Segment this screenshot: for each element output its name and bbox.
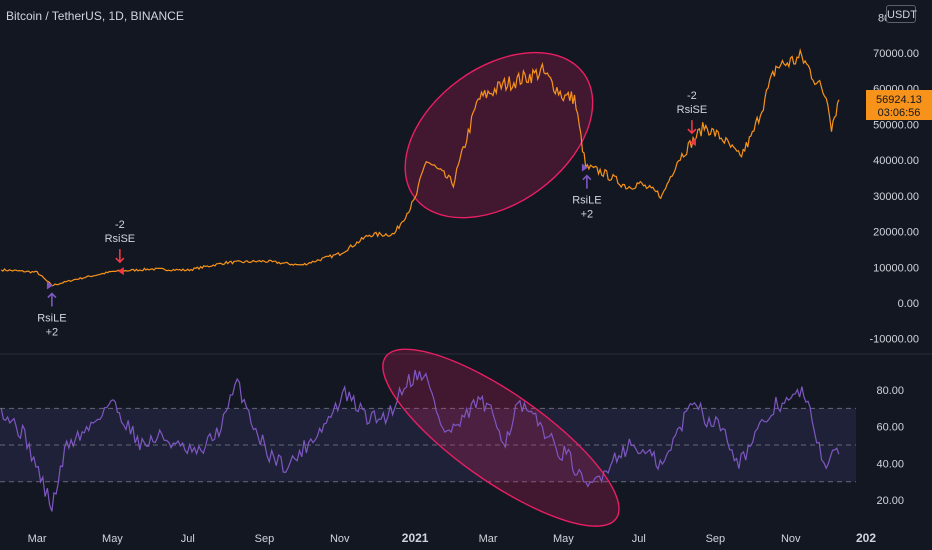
signal-flag — [46, 281, 53, 290]
rsi-tick-label: 60.00 — [876, 422, 904, 434]
signal-flag — [117, 267, 124, 276]
time-tick-label: 2021 — [402, 531, 429, 545]
currency-button[interactable]: USDT — [886, 5, 917, 23]
price-tick-label: 10000.00 — [873, 262, 919, 274]
signal-label: RsiSE — [105, 233, 136, 245]
price-tick-label: 20000.00 — [873, 227, 919, 239]
rsi-line — [0, 369, 840, 512]
price-tick-label: 0.00 — [898, 298, 919, 310]
rsi-tick-label: 20.00 — [876, 495, 904, 507]
signal-qty: +2 — [581, 209, 594, 221]
time-tick-label: Mar — [28, 533, 47, 545]
time-tick-label: May — [553, 533, 574, 545]
time-tick-label: Jul — [632, 533, 646, 545]
signal-arrow-down — [115, 249, 125, 264]
signal-label: RsiSE — [677, 104, 708, 116]
last-price-label: 56924.13 03:06:56 — [866, 90, 932, 120]
last-price-value: 56924.13 — [876, 94, 922, 106]
signal-arrow-down — [687, 120, 697, 135]
price-tick-label: -10000.00 — [869, 334, 919, 346]
price-line — [0, 48, 840, 287]
time-tick-label: Mar — [479, 533, 498, 545]
time-tick-label: Jul — [181, 533, 195, 545]
time-tick-label: Sep — [255, 533, 275, 545]
rsi-pane[interactable] — [0, 321, 856, 550]
signal-label: RsiLE — [572, 195, 601, 207]
rsi-axis[interactable]: 20.00 40.00 60.00 80.00 — [876, 385, 904, 507]
signal-flag — [581, 163, 588, 172]
price-tick-label: 40000.00 — [873, 155, 919, 167]
signal-arrow-up — [582, 174, 592, 189]
time-tick-label: Nov — [330, 533, 350, 545]
signal-markers: RsiLE +2 -2 RsiSE RsiLE +2 -2 RsiSE — [37, 90, 707, 338]
price-tick-label: 70000.00 — [873, 48, 919, 60]
time-tick-label: May — [102, 533, 123, 545]
time-axis[interactable]: Mar May Jul Sep Nov 2021 Mar May Jul Sep Nov 202 — [28, 531, 877, 545]
time-tick-label: Sep — [706, 533, 726, 545]
time-tick-label: Nov — [781, 533, 801, 545]
highlight-ellipse-price — [404, 51, 594, 219]
price-tick-label: 50000.00 — [873, 119, 919, 131]
signal-label: RsiLE — [37, 313, 66, 325]
rsi-level-lines — [0, 407, 856, 483]
signal-flag — [689, 138, 696, 147]
time-tick-label: 202 — [856, 531, 876, 545]
signal-qty: +2 — [46, 327, 59, 339]
price-pane[interactable]: RsiLE +2 -2 RsiSE RsiLE +2 -2 RsiSE — [0, 19, 840, 339]
last-price-countdown: 03:06:56 — [878, 107, 921, 119]
price-tick-label: 30000.00 — [873, 191, 919, 203]
highlight-ellipse-price-shape — [404, 51, 594, 219]
signal-qty: -2 — [687, 90, 697, 102]
signal-qty: -2 — [115, 219, 125, 231]
price-axis[interactable]: -10000.00 0.00 10000.00 20000.00 30000.00 400… — [869, 12, 919, 345]
signal-arrow-up — [47, 292, 57, 307]
rsi-tick-label: 40.00 — [876, 458, 904, 470]
rsi-tick-label: 80.00 — [876, 385, 904, 397]
symbol-title[interactable]: Bitcoin / TetherUS, 1D, BINANCE — [6, 9, 184, 23]
